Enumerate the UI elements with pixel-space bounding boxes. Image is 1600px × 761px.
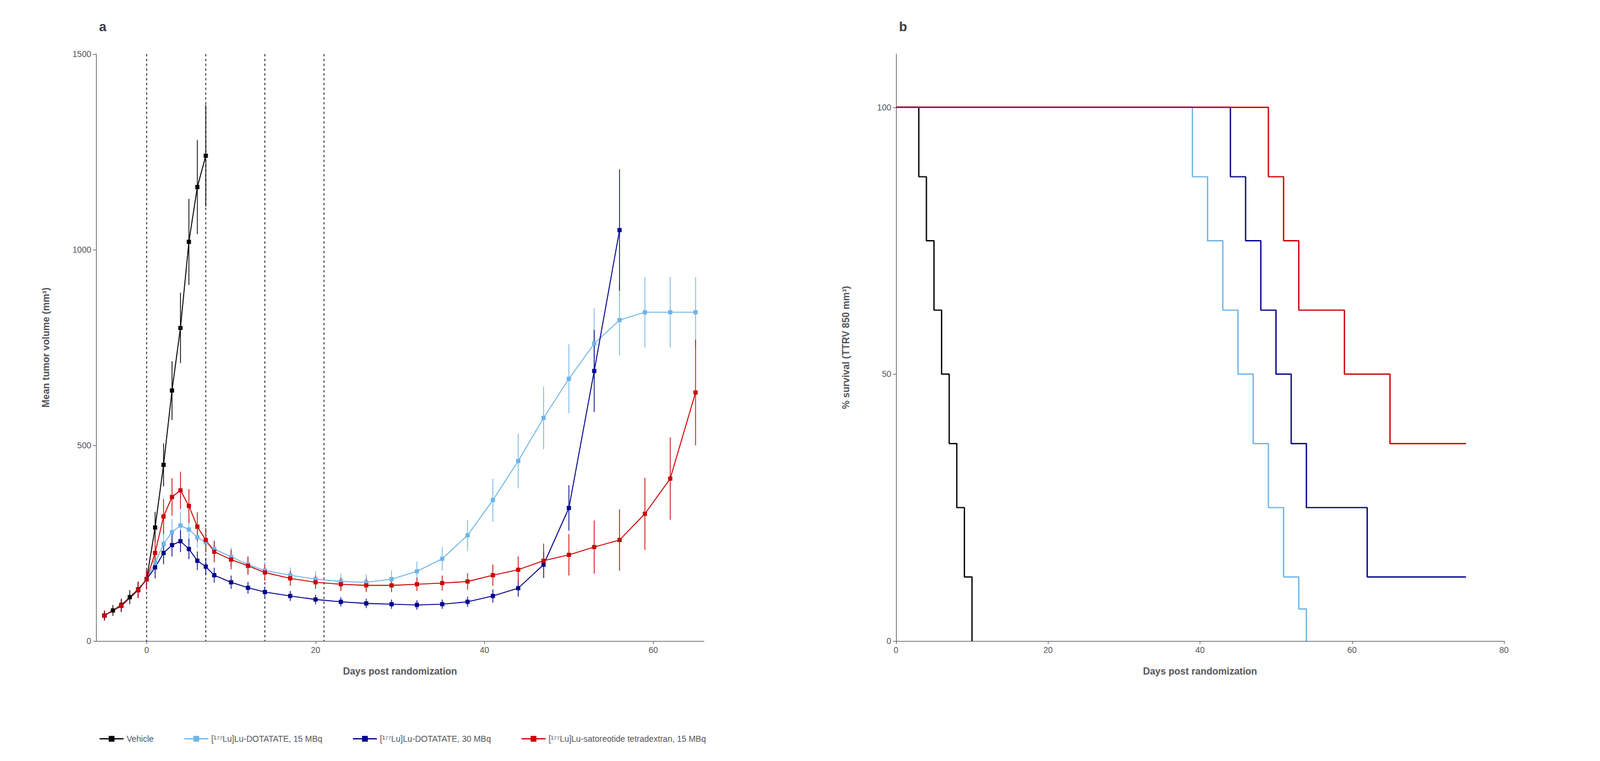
svg-text:Vehicle: Vehicle: [126, 733, 154, 744]
svg-text:1500: 1500: [72, 49, 92, 59]
svg-text:0: 0: [144, 645, 149, 655]
svg-text:Days post randomization: Days post randomization: [342, 666, 457, 677]
svg-text:0: 0: [86, 636, 92, 646]
svg-text:b: b: [899, 19, 907, 35]
svg-text:50: 50: [881, 369, 892, 379]
svg-text:[¹⁷⁷Lu]Lu-DOTATATE, 15 MBq: [¹⁷⁷Lu]Lu-DOTATATE, 15 MBq: [211, 733, 323, 744]
svg-text:40: 40: [479, 645, 490, 655]
svg-text:40: 40: [1195, 645, 1206, 655]
svg-text:80: 80: [1499, 645, 1509, 655]
svg-text:Mean tumor volume (mm³): Mean tumor volume (mm³): [40, 287, 52, 408]
svg-text:60: 60: [1347, 645, 1357, 655]
svg-text:Days post randomization: Days post randomization: [1142, 666, 1257, 677]
svg-text:20: 20: [310, 645, 321, 655]
svg-text:a: a: [99, 19, 107, 35]
svg-text:0: 0: [893, 645, 899, 655]
svg-text:1000: 1000: [72, 244, 92, 255]
svg-text:0: 0: [886, 636, 892, 646]
svg-text:[¹⁷⁷Lu]Lu-DOTATATE, 30 MBq: [¹⁷⁷Lu]Lu-DOTATATE, 30 MBq: [379, 733, 491, 744]
svg-text:% survival (TTRV 850 mm³): % survival (TTRV 850 mm³): [840, 285, 852, 409]
svg-text:60: 60: [648, 645, 659, 655]
svg-text:100: 100: [877, 102, 892, 113]
svg-text:500: 500: [77, 440, 92, 451]
svg-text:[¹⁷⁷Lu]Lu-satoreotide tetradex: [¹⁷⁷Lu]Lu-satoreotide tetradextran, 15 M…: [548, 733, 706, 744]
svg-text:20: 20: [1043, 645, 1053, 655]
